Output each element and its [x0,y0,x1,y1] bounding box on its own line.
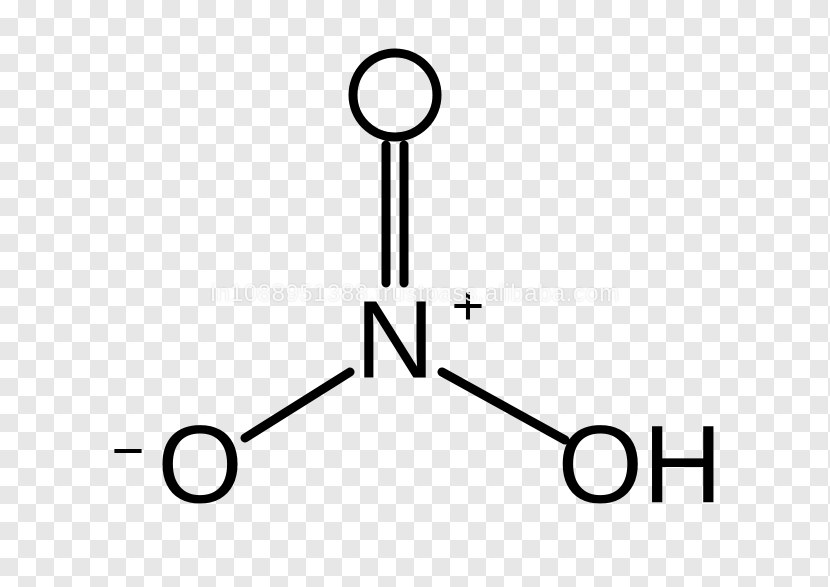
atom-label-OH_right: OH [558,404,723,527]
charge-N_plus: + [452,274,485,337]
atom-label-N: N [355,279,434,402]
single-bond [245,372,350,438]
figure-stage: NOOH +− in1088951388.trustpass.alibaba.c… [0,0,830,587]
chemical-structure-svg: NO OH + − [0,0,830,587]
atoms-layer: NO OH [157,53,722,527]
charge-O_minus: − [112,419,145,482]
single-bond [442,372,565,440]
atom-label-O_left: O [157,404,243,527]
double-bond [386,145,404,283]
atom-O_top [353,53,437,137]
